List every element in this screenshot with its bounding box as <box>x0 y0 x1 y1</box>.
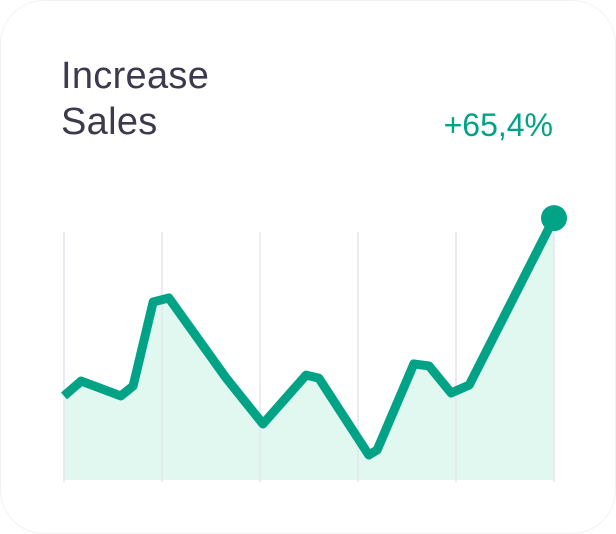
title-line-1: Increase <box>61 55 210 97</box>
card-title: Increase Sales <box>61 53 209 145</box>
title-line-2: Sales <box>61 101 158 143</box>
end-point-marker <box>541 205 567 232</box>
change-percentage: +65,4% <box>443 107 553 143</box>
series-line <box>61 216 559 460</box>
area-fill <box>64 218 554 480</box>
